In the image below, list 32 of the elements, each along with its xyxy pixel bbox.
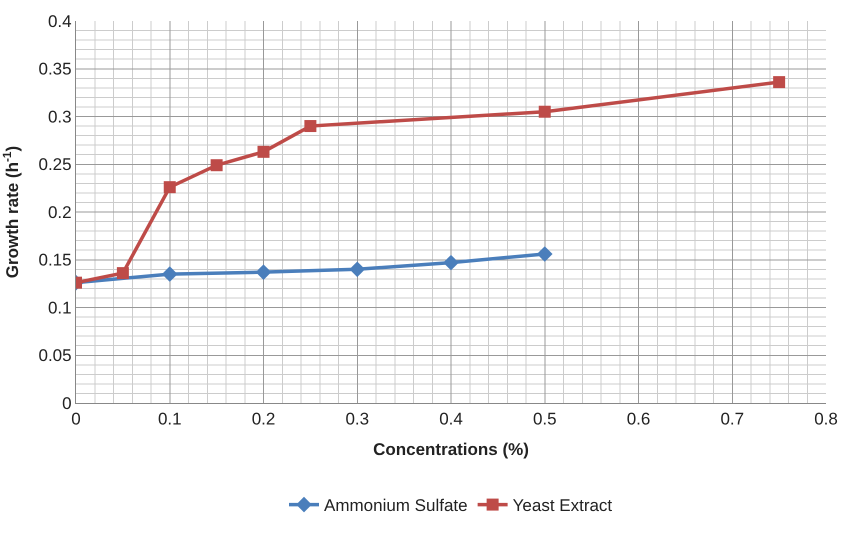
point bbox=[116, 267, 129, 280]
x-tick-label: 0.4 bbox=[439, 409, 463, 428]
point bbox=[773, 76, 786, 88]
x-tick-label: 0.6 bbox=[626, 409, 650, 428]
x-tick-label: 0.8 bbox=[814, 409, 838, 428]
y-tick-label: 0.1 bbox=[48, 298, 72, 318]
point bbox=[210, 159, 223, 172]
point bbox=[304, 120, 316, 132]
x-tick-label: 0.7 bbox=[720, 409, 744, 428]
point bbox=[258, 146, 270, 158]
point bbox=[256, 264, 272, 280]
point bbox=[162, 266, 178, 282]
y-tick-label: 0.25 bbox=[38, 155, 72, 174]
y-tick-label: 0.35 bbox=[38, 60, 72, 79]
x-axis-title: Concentrations (%) bbox=[373, 440, 529, 459]
y-tick-label: 0.2 bbox=[48, 202, 72, 222]
y-tick-label: 0.4 bbox=[48, 12, 72, 31]
point bbox=[164, 181, 176, 194]
point bbox=[538, 106, 551, 118]
x-tick-label: 0.1 bbox=[158, 409, 182, 428]
point bbox=[349, 262, 366, 278]
legend-label: Yeast Extract bbox=[512, 496, 612, 516]
y-tick-label: 0 bbox=[62, 394, 72, 413]
point bbox=[443, 254, 459, 270]
y-tick-label: 0.3 bbox=[48, 107, 72, 126]
y-tick-label: 0.05 bbox=[38, 346, 72, 366]
x-tick-label: 0.5 bbox=[532, 409, 557, 428]
x-tick-label: 0.2 bbox=[252, 409, 276, 428]
x-tick-label: 0.3 bbox=[345, 409, 370, 428]
y-tick-label: 0.15 bbox=[38, 250, 72, 270]
legend-label: Ammonium Sulfate bbox=[324, 496, 468, 516]
point bbox=[536, 246, 553, 262]
